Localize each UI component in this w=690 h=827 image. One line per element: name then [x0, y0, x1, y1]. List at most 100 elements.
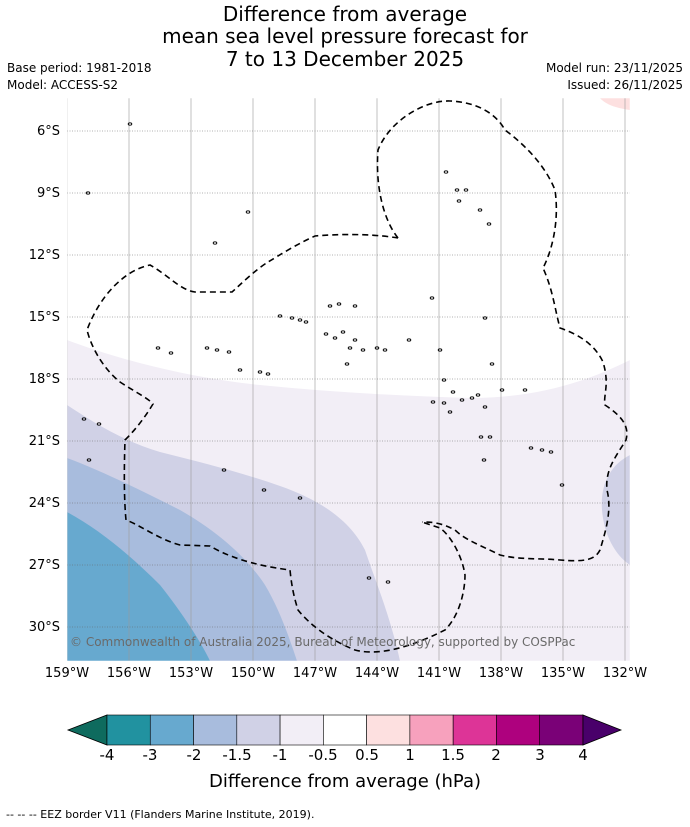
island — [277, 314, 283, 318]
island — [441, 378, 447, 382]
island — [429, 296, 435, 300]
island — [168, 351, 174, 355]
meta-right: Model run: 23/11/2025 Issued: 26/11/2025 — [546, 60, 683, 94]
island — [85, 191, 91, 195]
colorbar-segment — [366, 714, 411, 746]
island — [559, 483, 565, 487]
island — [528, 446, 534, 450]
island — [539, 448, 545, 452]
meta-left: Base period: 1981-2018 Model: ACCESS-S2 — [7, 60, 152, 94]
colorbar-extend-high — [582, 714, 623, 746]
island — [481, 458, 487, 462]
island — [347, 346, 353, 350]
island — [482, 405, 488, 409]
island — [344, 362, 350, 366]
lat-label: 12°S — [28, 248, 60, 263]
colorbar-segment — [149, 714, 194, 746]
colorbar-tick: 4 — [578, 746, 588, 764]
map-copyright: © Commonwealth of Australia 2025, Bureau… — [70, 635, 575, 649]
island — [374, 346, 380, 350]
island — [477, 208, 483, 212]
island — [482, 316, 488, 320]
island — [265, 372, 271, 376]
colorbar-tick: 0.5 — [355, 746, 379, 764]
island — [214, 348, 220, 352]
island — [441, 401, 447, 405]
base-period: Base period: 1981-2018 — [7, 61, 152, 75]
island — [289, 316, 295, 320]
eez-footer-note: -- -- -- EEZ border V11 (Flanders Marine… — [6, 808, 315, 821]
islands — [81, 122, 565, 584]
lon-label: 144°W — [354, 666, 400, 681]
band-east-patch — [601, 455, 630, 565]
colorbar — [66, 714, 623, 746]
island — [499, 388, 505, 392]
island — [443, 170, 449, 174]
colorbar-segment — [236, 714, 281, 746]
island — [366, 576, 372, 580]
lon-label: 159°W — [44, 666, 90, 681]
colorbar-tick: -4 — [99, 746, 115, 764]
lon-label: 150°W — [230, 666, 276, 681]
island — [221, 468, 227, 472]
colorbar-tick: -1 — [272, 746, 288, 764]
island — [360, 348, 366, 352]
island — [487, 435, 493, 439]
island — [245, 210, 251, 214]
lat-label: 9°S — [36, 186, 60, 201]
colorbar-segment — [452, 714, 497, 746]
lon-label: 153°W — [168, 666, 214, 681]
island — [478, 435, 484, 439]
colorbar-extend-low — [66, 714, 108, 746]
map-plot-area — [67, 98, 630, 661]
island — [204, 346, 210, 350]
lat-label: 18°S — [28, 372, 60, 387]
island — [522, 388, 528, 392]
colorbar-tick: 3 — [535, 746, 545, 764]
island — [454, 188, 460, 192]
island — [297, 318, 303, 322]
island — [297, 496, 303, 500]
island — [327, 304, 333, 308]
island — [212, 241, 218, 245]
colorbar-segment — [279, 714, 324, 746]
band-pos-top — [600, 98, 630, 110]
lat-label: 21°S — [28, 434, 60, 449]
island — [86, 458, 92, 462]
island — [475, 393, 481, 397]
issued-date: Issued: 26/11/2025 — [567, 78, 683, 92]
island — [323, 332, 329, 336]
island — [469, 396, 475, 400]
lon-label: 135°W — [540, 666, 586, 681]
colorbar-segment — [539, 714, 584, 746]
island — [336, 302, 342, 306]
title-line-3: 7 to 13 December 2025 — [225, 47, 465, 71]
lat-label: 30°S — [28, 620, 60, 635]
island — [352, 338, 358, 342]
colorbar-tick: -2 — [186, 746, 202, 764]
colorbar-tick: 1.5 — [441, 746, 465, 764]
gridlines — [67, 98, 630, 661]
island — [489, 362, 495, 366]
colorbar-segment — [323, 714, 367, 746]
colorbar-tick: 2 — [491, 746, 501, 764]
island — [352, 304, 358, 308]
colorbar-segment — [106, 714, 151, 746]
island — [257, 370, 263, 374]
colorbar-segment — [409, 714, 454, 746]
lat-label: 27°S — [28, 558, 60, 573]
island — [96, 422, 102, 426]
colorbar-tick: -3 — [142, 746, 158, 764]
title-line-1: Difference from average — [222, 2, 468, 26]
lon-label: 132°W — [602, 666, 648, 681]
island — [340, 330, 346, 334]
lon-label: 141°W — [416, 666, 462, 681]
band-neg-2 — [67, 512, 210, 661]
model-name: Model: ACCESS-S2 — [7, 78, 119, 92]
lat-label: 15°S — [28, 310, 60, 325]
colorbar-segment — [193, 714, 238, 746]
title-line-2: mean sea level pressure forecast for — [162, 24, 528, 48]
colorbar-label: Difference from average (hPa) — [208, 771, 482, 792]
island — [486, 222, 492, 226]
